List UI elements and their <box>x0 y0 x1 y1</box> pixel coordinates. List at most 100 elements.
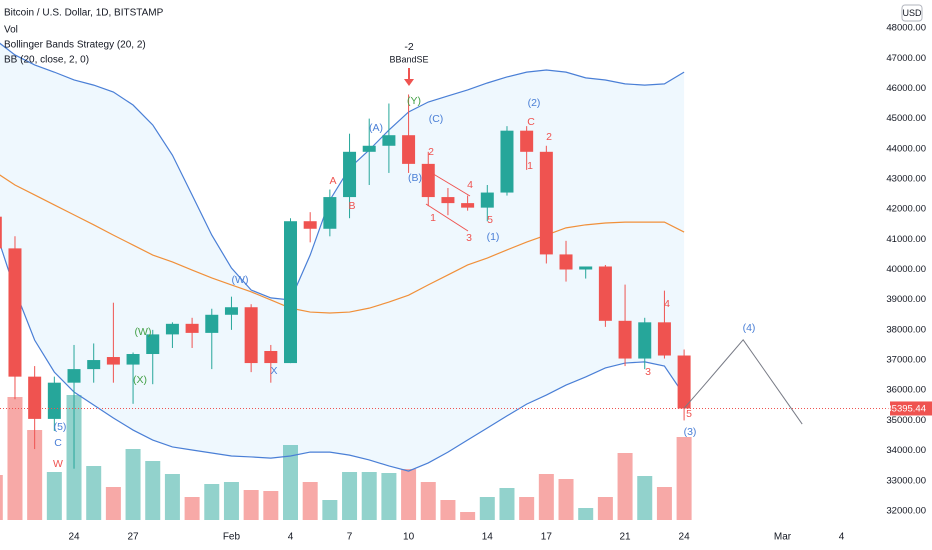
wave-label: 5 <box>487 214 493 226</box>
candle-body <box>441 197 455 204</box>
signal-arrow-head <box>404 79 414 86</box>
bollinger-upper <box>0 42 685 301</box>
wave-label: 4 <box>664 298 670 310</box>
y-tick-label: 38000.00 <box>886 324 926 335</box>
volume-bar <box>420 482 436 520</box>
wave-label: (C) <box>429 113 444 125</box>
candle-body <box>382 135 396 146</box>
candle-body <box>677 355 691 409</box>
y-tick-label: 34000.00 <box>886 445 926 456</box>
channel-line <box>425 203 469 232</box>
x-tick-label: 24 <box>679 532 691 543</box>
volume-bar <box>499 488 515 520</box>
wave-label: (1) <box>487 231 500 243</box>
x-tick-label: 4 <box>288 532 294 543</box>
volume-bar <box>322 500 338 520</box>
y-tick-label: 47000.00 <box>886 53 926 64</box>
volume-bar <box>558 479 574 520</box>
volume-bar <box>440 500 456 520</box>
wave-label: -2 <box>404 41 413 53</box>
indicator-label: BB (20, close, 2, 0) <box>4 55 89 66</box>
chart-title: Bitcoin / U.S. Dollar, 1D, BITSTAMP <box>4 8 164 19</box>
volume-bar <box>243 490 259 520</box>
indicator-label: Bollinger Bands Strategy (20, 2) <box>4 40 146 51</box>
volume-bar <box>479 497 495 520</box>
volume-bar <box>105 487 121 520</box>
candle-body <box>8 248 22 377</box>
candle-body <box>0 216 2 249</box>
volume-bar <box>125 449 141 520</box>
wave-label: 1 <box>527 160 533 172</box>
candle-body <box>579 266 593 270</box>
candle-body <box>106 357 120 365</box>
x-tick-label: Feb <box>223 532 241 543</box>
candle-body <box>500 130 514 193</box>
volume-bar <box>7 397 23 520</box>
candle-body <box>205 314 219 333</box>
volume-bar <box>519 497 535 520</box>
channel-line <box>429 171 471 197</box>
y-tick-label: 44000.00 <box>886 143 926 154</box>
currency-box[interactable] <box>901 4 923 22</box>
candle-body <box>421 163 435 198</box>
volume-bar <box>27 430 43 520</box>
volume-bar <box>538 474 554 520</box>
candle-body <box>657 322 671 356</box>
y-tick-label: 42000.00 <box>886 204 926 215</box>
bollinger-lower <box>0 242 685 472</box>
last-price-label: 35395.44 <box>886 403 926 414</box>
wave-label: (Y) <box>407 95 421 107</box>
volume-bar <box>164 474 180 520</box>
wave-label: (4) <box>743 322 756 334</box>
candle-body <box>618 320 632 359</box>
volume-bar <box>145 461 161 520</box>
candle-body <box>402 135 416 164</box>
volume-bar <box>381 473 397 520</box>
wave-label: 3 <box>466 232 472 244</box>
bollinger-middle <box>0 174 685 314</box>
y-tick-label: 33000.00 <box>886 475 926 486</box>
wave-label: (3) <box>684 426 697 438</box>
candle-body <box>126 354 140 365</box>
volume-bar <box>637 476 653 520</box>
x-tick-label: 10 <box>403 532 415 543</box>
candle-body <box>480 192 494 208</box>
candle-body <box>303 221 317 229</box>
wave-label: (5) <box>54 421 67 433</box>
volume-bar <box>460 512 476 520</box>
indicator-label: Vol <box>4 25 18 36</box>
y-tick-label: 40000.00 <box>886 264 926 275</box>
candle-body <box>28 376 42 419</box>
wave-label: 2 <box>546 131 552 143</box>
y-tick-label: 45000.00 <box>886 113 926 124</box>
volume-bar <box>184 497 200 520</box>
y-tick-label: 32000.00 <box>886 505 926 516</box>
wave-label: B <box>348 200 355 212</box>
candle-body <box>638 322 652 359</box>
volume-bar <box>204 484 220 520</box>
wave-label: 2 <box>428 146 434 158</box>
candle-body <box>165 323 179 335</box>
volume-bar <box>302 482 318 520</box>
wave-label: C <box>527 116 535 128</box>
wave-label: (2) <box>528 97 541 109</box>
y-tick-label: 35000.00 <box>886 415 926 426</box>
currency[interactable]: USD <box>902 8 922 18</box>
y-tick-label: 43000.00 <box>886 173 926 184</box>
x-tick-label: 7 <box>347 532 353 543</box>
candle-body <box>146 334 160 355</box>
candle-body <box>185 323 199 333</box>
y-tick-label: 46000.00 <box>886 83 926 94</box>
y-tick-label: 41000.00 <box>886 234 926 245</box>
candle-body <box>244 307 258 364</box>
wave-label: W <box>53 458 63 470</box>
candle-body <box>323 197 337 229</box>
candle-body <box>559 254 573 270</box>
volume-bar <box>223 482 239 520</box>
wave-label: 5 <box>686 408 692 420</box>
wave-label: 4 <box>467 179 473 191</box>
wave-label: BBandSE <box>389 54 428 64</box>
wave-label: 1 <box>430 212 436 224</box>
